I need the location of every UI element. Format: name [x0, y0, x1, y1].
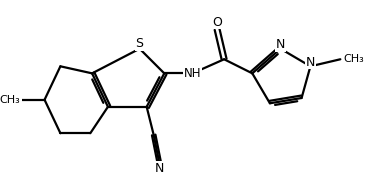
- Text: CH₃: CH₃: [0, 95, 20, 105]
- Text: O: O: [212, 16, 222, 29]
- Text: S: S: [136, 37, 143, 50]
- Text: CH₃: CH₃: [344, 54, 365, 64]
- Text: N: N: [154, 162, 164, 175]
- Text: N: N: [276, 38, 285, 51]
- Text: N: N: [306, 56, 315, 69]
- Text: NH: NH: [184, 67, 201, 80]
